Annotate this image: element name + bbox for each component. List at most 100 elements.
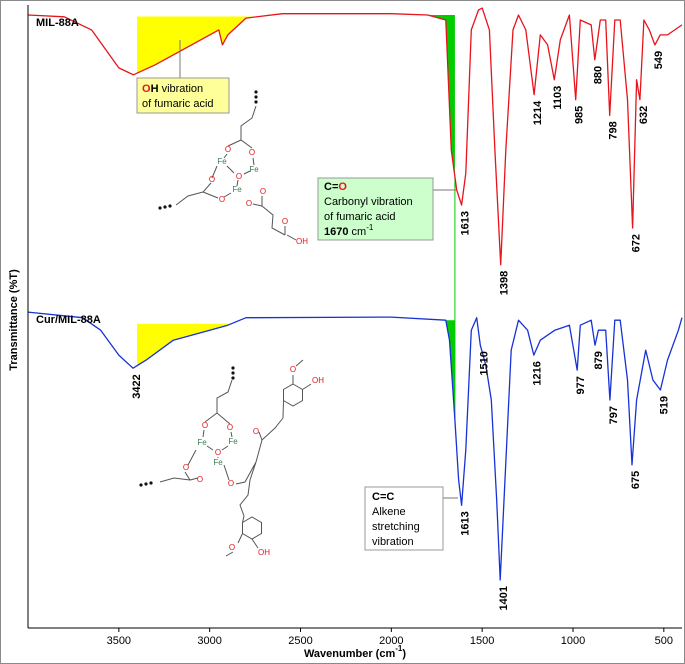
chain-dot — [158, 206, 162, 210]
bond — [225, 515, 259, 557]
peak-label: 797 — [608, 406, 620, 424]
chain-dot — [139, 483, 143, 487]
peak-label: 977 — [575, 376, 587, 394]
atom-label: O — [229, 543, 235, 552]
atom-label: Fe — [197, 438, 207, 447]
peak-label: 1613 — [460, 211, 472, 235]
atom-label: Fe — [249, 165, 259, 174]
atom-label: O — [197, 475, 203, 484]
chain-dot — [254, 95, 258, 99]
callout-text: of fumaric acid — [324, 211, 396, 223]
atom-label: O — [246, 199, 252, 208]
atom-label: Fe — [232, 185, 242, 194]
atom-label: O — [249, 148, 255, 157]
shaded-region — [137, 16, 259, 74]
callout-text: vibration — [372, 536, 414, 548]
peak-label: 672 — [630, 234, 642, 252]
x-title-part: Wavenumber (cm — [304, 648, 396, 660]
atom-label: Fe — [217, 157, 227, 166]
peak-label: 549 — [653, 51, 665, 69]
peak-label: 632 — [638, 106, 650, 124]
chain-dot — [231, 376, 235, 380]
peak-label: 675 — [630, 471, 642, 489]
shaded-region — [427, 14, 455, 177]
x-tick-label: 3000 — [197, 635, 221, 647]
peak-label: 1216 — [532, 361, 544, 385]
shaded-region — [137, 323, 232, 366]
callout-span: vibration — [159, 83, 204, 95]
peak-label: 1613 — [460, 511, 472, 535]
callout-text: Carbonyl vibration — [324, 196, 413, 208]
atom-label: O — [215, 448, 221, 457]
callout-box — [364, 486, 444, 551]
callout-text: Alkene — [372, 506, 406, 518]
bond — [282, 359, 312, 419]
peak-label: 1510 — [478, 351, 490, 375]
chain-dot — [168, 204, 172, 208]
series-label: MIL-88A — [36, 17, 79, 29]
atom-label: O — [227, 423, 233, 432]
x-title-sup: -1 — [395, 644, 403, 653]
peak-label: 519 — [658, 396, 670, 414]
spectrum-line — [27, 311, 683, 581]
callout-span: O — [142, 83, 151, 95]
peak-label: 880 — [593, 66, 605, 84]
x-tick-label: 2000 — [379, 635, 403, 647]
callout-box — [317, 177, 434, 241]
atom-label: O — [228, 479, 234, 488]
atom-label: O — [225, 145, 231, 154]
bond — [159, 449, 199, 483]
callout-span: O — [338, 181, 347, 193]
callout-text: of fumaric acid — [142, 98, 214, 110]
atom-label: Fe — [213, 458, 223, 467]
callout-text: OH vibration — [142, 83, 203, 95]
atom-label: O — [260, 187, 266, 196]
callout-text: stretching — [372, 521, 420, 533]
x-tick-label: 1500 — [470, 635, 494, 647]
series-label: Cur/MIL-88A — [36, 314, 101, 326]
chain-dot — [149, 481, 153, 485]
callout-text: C=C — [372, 491, 394, 503]
x-title-part: ) — [402, 648, 406, 660]
atom-label: O — [253, 427, 259, 436]
chain-dot — [163, 205, 167, 209]
bond — [223, 153, 255, 187]
bond — [202, 429, 233, 458]
callout-span: 1670 — [324, 226, 348, 238]
atom-label: O — [209, 175, 215, 184]
atom-label: Fe — [228, 437, 238, 446]
atom-label: O — [219, 195, 225, 204]
x-axis-title: Wavenumber (cm-1) — [304, 644, 406, 660]
peak-label: 798 — [608, 121, 620, 139]
atom-label: O — [236, 172, 242, 181]
bond — [223, 192, 297, 241]
chain-dot — [254, 100, 258, 104]
chain-dot — [231, 371, 235, 375]
callout-text: C=O — [324, 181, 347, 193]
x-tick-label: 3500 — [107, 635, 131, 647]
spectrum-line — [27, 7, 683, 266]
atom-label: OH — [258, 548, 270, 557]
y-axis-title: Transmittance (%T) — [8, 269, 20, 371]
shaded-region — [445, 320, 455, 420]
peak-label: 1214 — [532, 100, 544, 125]
x-tick-label: 500 — [655, 635, 673, 647]
bond — [204, 379, 233, 425]
plot-area — [27, 7, 683, 581]
bond — [223, 417, 284, 517]
atom-label: O — [290, 365, 296, 374]
peak-label: 1401 — [498, 586, 510, 610]
atom-label: O — [183, 463, 189, 472]
callout-box — [136, 77, 230, 114]
callout-span: C= — [324, 181, 338, 193]
bond — [175, 165, 219, 206]
peak-label: 1103 — [552, 86, 564, 110]
callout-span: H — [151, 83, 159, 95]
structure-bonds — [158, 90, 297, 241]
callout-span: -1 — [366, 223, 374, 232]
atom-label: OH — [312, 376, 324, 385]
callout-span: cm — [348, 226, 366, 238]
chain-dot — [144, 482, 148, 486]
